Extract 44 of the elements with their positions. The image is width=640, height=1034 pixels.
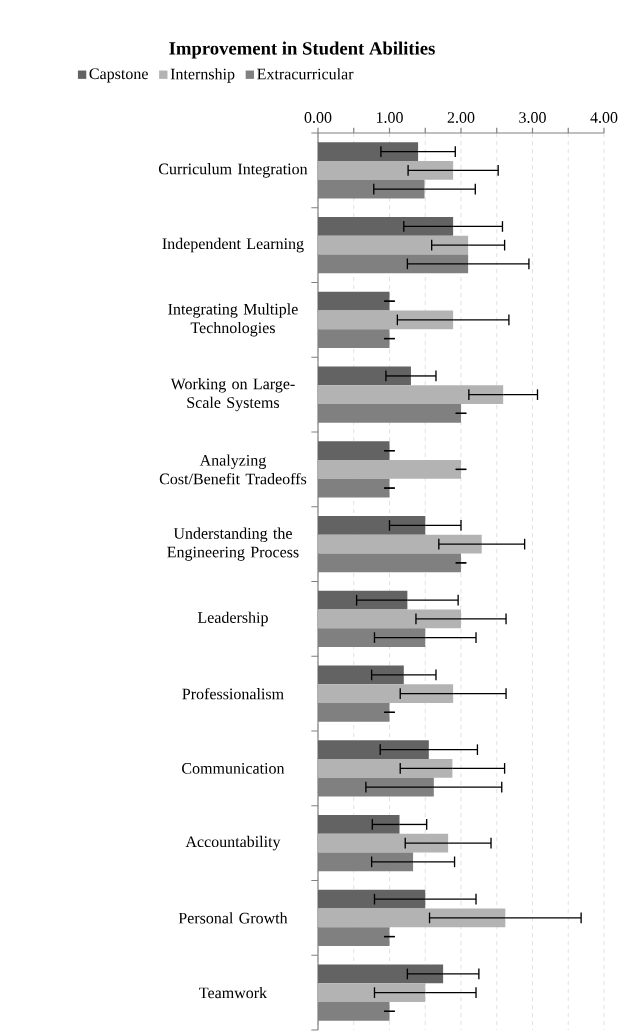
y-tick-label: Independent Learning <box>162 237 304 253</box>
bar <box>318 366 411 386</box>
x-tick-label: 2.00 <box>447 112 475 123</box>
y-tick-label: Communication <box>182 763 285 774</box>
bar <box>318 441 390 461</box>
y-tick-label: Teamwork <box>199 987 268 999</box>
x-tick-label: 0.00 <box>304 112 332 123</box>
y-tick-label: Professionalism <box>182 687 284 700</box>
chart-title: Improvement in Student Abilities <box>169 41 435 59</box>
y-tick-label: Personal Growth <box>178 912 288 924</box>
bar <box>318 889 426 909</box>
bar <box>318 759 453 778</box>
bar <box>318 291 390 311</box>
bar <box>318 516 426 535</box>
y-tick-label: Curriculum Integration <box>158 163 308 178</box>
y-tick-label: Analyzing Cost/Benefit Tradeoffs <box>159 454 307 485</box>
bar <box>318 983 426 1002</box>
y-tick-label: Accountability <box>185 835 281 851</box>
bar <box>318 142 419 162</box>
x-tick-label: 3.00 <box>519 112 546 123</box>
bar <box>318 964 444 984</box>
bar <box>318 684 454 703</box>
bar <box>318 235 469 255</box>
y-tick-label: Working on Large-Scale Systems <box>170 378 295 412</box>
x-tick-label: 1.00 <box>376 112 403 123</box>
bar <box>318 460 461 479</box>
y-tick-label: Leadership <box>197 611 268 627</box>
bar <box>318 385 504 404</box>
legend-label: Capstone <box>89 68 148 83</box>
y-tick-label: Understanding the Engineering Process <box>167 527 299 561</box>
bar <box>318 908 506 928</box>
bar <box>318 815 400 834</box>
bar <box>318 740 429 760</box>
bar <box>318 534 482 554</box>
bar <box>318 665 404 685</box>
y-tick-label: Integrating Multiple Technologies <box>168 303 298 337</box>
bar <box>318 161 454 180</box>
bar <box>318 217 454 236</box>
x-tick-label: 4.00 <box>590 112 618 123</box>
bar <box>318 609 461 629</box>
bar <box>318 833 449 853</box>
legend-label: Extracurricular <box>257 68 354 80</box>
bar <box>318 310 454 330</box>
legend-label: Internship <box>170 68 235 83</box>
